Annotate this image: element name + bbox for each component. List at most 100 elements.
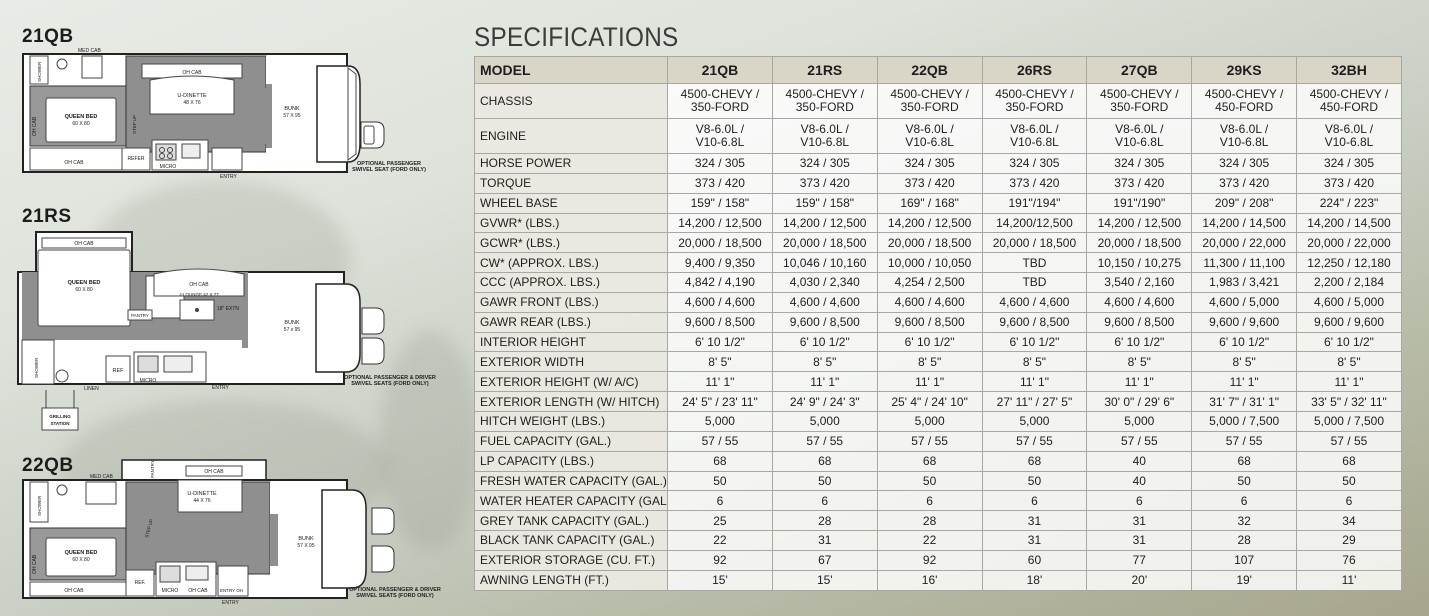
fp-22qb-option-label: OPTIONAL PASSENGER & DRIVER SWIVEL SEATS…	[340, 587, 450, 599]
spec-cell: 373 / 420	[1296, 172, 1402, 194]
spec-cell: 92	[667, 549, 773, 571]
spec-cell: 32	[1191, 510, 1298, 532]
spec-row-label: GREY TANK CAPACITY (GAL.)	[474, 510, 668, 532]
spec-cell: 31	[1086, 510, 1193, 532]
fp-21qb-bunk-size: 57 X 95	[283, 113, 300, 119]
spec-cell: 76	[1296, 549, 1402, 571]
fp-21qb-shower: SHOWER	[37, 61, 42, 82]
spec-cell: 50	[1296, 470, 1402, 492]
spec-cell: 8' 5"	[771, 351, 878, 373]
spec-cell: 107	[1191, 549, 1298, 571]
spec-cell: 159" / 158"	[771, 192, 878, 214]
spec-cell: 31	[1086, 530, 1193, 551]
spec-cell: 8' 5"	[1296, 351, 1402, 373]
spec-header-row: MODEL 21QB 21RS 22QB 26RS 27QB 29KS 32BH	[474, 56, 1402, 84]
spec-cell-line: 450-FORD	[1319, 100, 1378, 114]
fp-22qb-pantry: PANTRY	[150, 460, 155, 478]
spec-cell-line: 450-FORD	[1215, 100, 1274, 114]
spec-cell: 373 / 420	[771, 172, 878, 194]
spec-row: HORSE POWER 324 / 305 324 / 305 324 / 305 32…	[474, 153, 1402, 174]
spec-cell: 40	[1086, 470, 1193, 492]
spec-cell: 6	[876, 490, 983, 512]
spec-cell: 92	[876, 549, 983, 571]
spec-cell-line: 4500-CHEVY /	[785, 87, 865, 101]
spec-cell-line: V10-6.8L	[1219, 135, 1269, 149]
spec-cell: 6	[667, 490, 773, 512]
spec-cell: 11' 1"	[771, 371, 878, 393]
spec-cell: 9,600 / 8,500	[667, 311, 773, 333]
spec-row: HITCH WEIGHT (LBS.) 5,000 5,000 5,000 5,000 5…	[474, 410, 1402, 432]
spec-cell: 3,540 / 2,160	[1086, 272, 1193, 293]
fp-21qb-step-up: STEP UP	[132, 115, 137, 134]
spec-header-model-name: 26RS	[981, 56, 1088, 84]
spec-cell: 9,600 / 9,600	[1191, 311, 1298, 333]
spec-cell: V8-6.0L / V10-6.8L	[1191, 118, 1298, 154]
spec-row: GVWR* (LBS.) 14,200 / 12,500 14,200 / 12,5…	[474, 212, 1402, 234]
spec-cell: 4500-CHEVY /350-FORD	[771, 83, 878, 119]
spec-row-label: AWNING LENGTH (FT.)	[474, 569, 668, 591]
floorplan-title-21qb: 21QB	[22, 26, 74, 47]
spec-cell: V8-6.0L / V10-6.8L	[771, 118, 878, 154]
spec-cell: 8' 5"	[667, 351, 773, 373]
spec-cell: 20,000 / 18,500	[876, 232, 983, 254]
spec-cell: 14,200/12,500	[981, 212, 1088, 234]
spec-cell: 14,200 / 12,500	[1086, 212, 1193, 234]
spec-row-label: ENGINE	[474, 118, 668, 154]
spec-row: EXTERIOR LENGTH (W/ HITCH) 24' 5" / 23' 1…	[474, 391, 1402, 412]
fp-22qb-micro: MICRO	[162, 588, 179, 594]
spec-cell: 50	[876, 470, 983, 492]
spec-cell: 6' 10 1/2"	[876, 331, 983, 353]
spec-cell: 9,600 / 9,600	[1296, 311, 1402, 333]
spec-cell: 324 / 305	[876, 153, 983, 174]
spec-row: GAWR REAR (LBS.) 9,600 / 8,500 9,600 / 8,5…	[474, 311, 1402, 333]
spec-header-model-name: 22QB	[876, 56, 983, 84]
fp-21qb-med-cab: MED CAB	[78, 48, 101, 54]
fp-22qb-bunk-size: 57 X 95	[297, 543, 314, 549]
fp-22qb-bunk: BUNK	[298, 536, 314, 542]
spec-row: CCC (APPROX. LBS.) 4,842 / 4,190 4,030 / 2…	[474, 272, 1402, 293]
spec-row-label: WATER HEATER CAPACITY (GAL.)	[474, 490, 668, 512]
spec-cell: 31	[981, 530, 1088, 551]
fp-22qb-entry-oh: ENTRY OH	[220, 588, 243, 593]
spec-cell: 10,150 / 10,275	[1086, 252, 1193, 274]
spec-cell-line: V10-6.8L	[800, 135, 850, 149]
spec-cell: 8' 5"	[876, 351, 983, 373]
spec-row-label: WHEEL BASE	[474, 192, 668, 214]
spec-cell: 68	[981, 450, 1088, 472]
spec-cell: V8-6.0L / V10-6.8L	[667, 118, 773, 154]
spec-cell: 11' 1"	[667, 371, 773, 393]
spec-row-label: GCWR* (LBS.)	[474, 232, 668, 254]
spec-cell: 324 / 305	[981, 153, 1088, 174]
spec-cell: 14,200 / 12,500	[876, 212, 983, 234]
spec-cell: 159" / 158"	[667, 192, 773, 214]
spec-cell: V8-6.0L / V10-6.8L	[981, 118, 1088, 154]
spec-cell: 22	[876, 530, 983, 551]
spec-cell: 6' 10 1/2"	[771, 331, 878, 353]
spec-cell: 1,983 / 3,421	[1191, 272, 1298, 293]
fp-22qb-oh-cab-kitchen: OH CAB	[188, 588, 208, 594]
spec-cell: 4,600 / 4,600	[1086, 291, 1193, 313]
spec-cell: 29	[1296, 530, 1402, 551]
fp-21qb-u-dinette: U-DINETTE	[177, 93, 207, 99]
fp-21rs-option-line-1: OPTIONAL PASSENGER & DRIVER	[344, 375, 436, 381]
spec-cell: 15'	[771, 569, 878, 591]
spec-row-label: GVWR* (LBS.)	[474, 212, 668, 234]
spec-cell: 9,600 / 8,500	[876, 311, 983, 333]
spec-cell: 30' 0" / 29' 6"	[1086, 391, 1193, 412]
fp-22qb-oh-cab-top: OH CAB	[204, 469, 224, 475]
spec-cell: 31' 7" / 31' 1"	[1191, 391, 1298, 412]
spec-cell: 20'	[1086, 569, 1193, 591]
floorplan-21rs: OH CAB QUEEN BED 60 X 80 PANTRY OH CAB J…	[16, 228, 436, 436]
fp-22qb-option-line-1: OPTIONAL PASSENGER & DRIVER	[349, 587, 441, 593]
spec-cell: 68	[876, 450, 983, 472]
spec-cell: 20,000 / 18,500	[771, 232, 878, 254]
spec-row: EXTERIOR HEIGHT (W/ A/C) 11' 1" 11' 1" 11' …	[474, 371, 1402, 393]
spec-row: BLACK TANK CAPACITY (GAL.) 22 31 22 31 31 28 29	[474, 530, 1402, 551]
spec-cell: 4,030 / 2,340	[771, 272, 878, 293]
spec-cell: 4500-CHEVY /350-FORD	[981, 83, 1088, 119]
spec-row: GAWR FRONT (LBS.) 4,600 / 4,600 4,600 / 4,…	[474, 291, 1402, 313]
spec-cell: 4,600 / 5,000	[1191, 291, 1298, 313]
spec-cell: 5,000	[771, 410, 878, 432]
spec-cell: 6	[981, 490, 1088, 512]
spec-cell-line: V8-6.0L /	[800, 122, 849, 136]
